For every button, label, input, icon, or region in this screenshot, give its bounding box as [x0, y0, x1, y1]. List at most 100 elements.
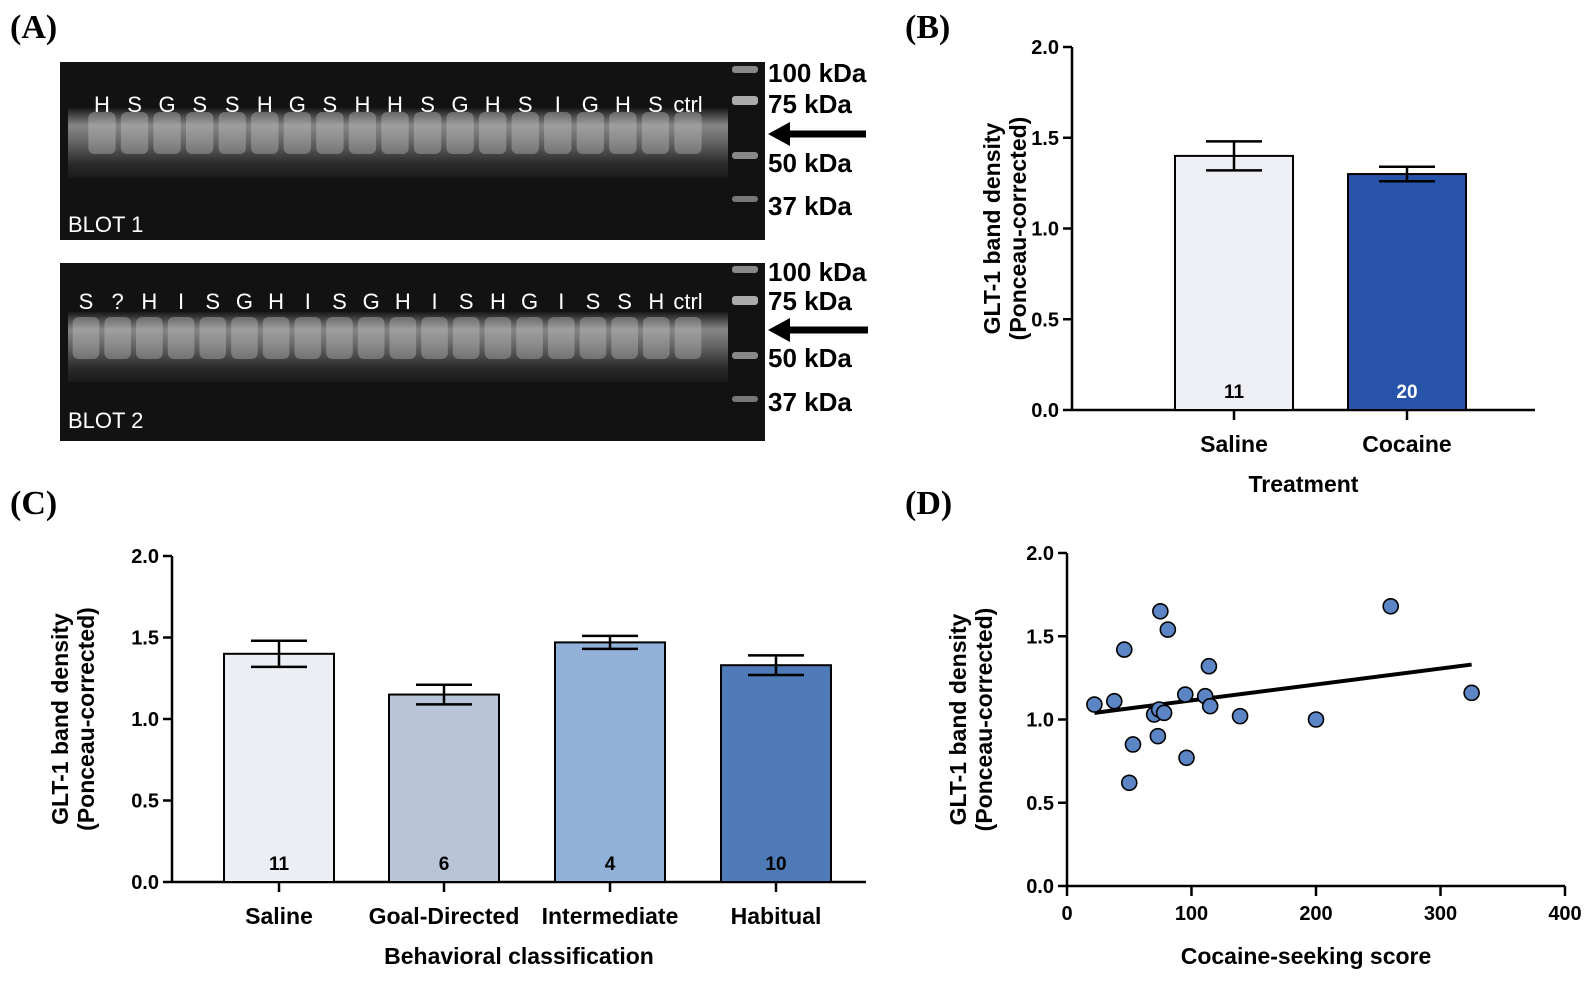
blot-1-lane-label: I — [555, 92, 561, 117]
blot-1-lane-band — [283, 112, 312, 154]
blot-1-lane-label: H — [485, 92, 501, 117]
blot-2-lane-label: ctrl — [673, 289, 702, 314]
x-tick-label: 100 — [1175, 903, 1208, 925]
blot-2-lane-band — [199, 317, 227, 359]
scatter-point — [1200, 657, 1218, 675]
blot-1-lane-band — [413, 112, 442, 154]
x-category-label: Intermediate — [542, 903, 679, 929]
blot-2-lane-band — [484, 317, 512, 359]
panel-label-b: (B) — [905, 9, 950, 46]
blot-2-lane-band — [72, 317, 100, 359]
scatter-point — [1463, 684, 1480, 702]
blot-1-lane-label: S — [127, 92, 142, 117]
panel-label-d: (D) — [905, 485, 952, 522]
blot-1-lane-label: G — [159, 92, 176, 117]
blot-1-lane-band — [251, 112, 279, 154]
blot-1-lane-band — [218, 112, 246, 154]
blot-1-lane-band — [544, 112, 572, 154]
blot-2-ladder — [732, 266, 758, 402]
blot-2-lane-band — [326, 317, 353, 359]
blot-1-lane-band — [348, 112, 377, 154]
y-axis-subtitle: (Ponceau-corrected) — [73, 607, 99, 831]
blot-1-lane-band — [381, 112, 409, 154]
blot-2-lane-band — [421, 317, 448, 359]
blot-2-lane-label: I — [305, 289, 311, 314]
scatter-point — [1201, 697, 1219, 715]
scatter-point — [1106, 692, 1123, 710]
blot-2-lane-label: S — [205, 289, 220, 314]
blot-1-lane-band — [120, 112, 149, 154]
x-category-label: Cocaine — [1362, 431, 1451, 457]
regression-line — [1094, 662, 1472, 715]
blot-2-lane-band — [611, 317, 638, 359]
scatter-point — [1382, 597, 1399, 615]
bar-goal-directed — [388, 693, 500, 883]
blot-2-lane-label: ? — [112, 289, 124, 314]
blot-1-lane-label: S — [192, 92, 207, 117]
blot-2-lane-label: I — [178, 289, 184, 314]
bar-habitual — [720, 664, 832, 884]
blot-2-lane-label: S — [617, 289, 632, 314]
blot-1-lane-label: H — [615, 92, 631, 117]
blot-2-lane-band — [547, 317, 575, 359]
blot-1-name: BLOT 1 — [68, 212, 143, 237]
blot-1-lane-label: S — [648, 92, 663, 117]
bar-n-label: 10 — [765, 854, 786, 875]
blot-1-lane-label: G — [452, 92, 469, 117]
x-tick-label: 300 — [1424, 903, 1457, 925]
blot-1-lane-band — [446, 112, 474, 154]
y-tick-label: 2.0 — [1031, 37, 1059, 59]
y-tick-label: 1.5 — [1031, 128, 1059, 150]
scatter-point — [1086, 696, 1103, 713]
blot-2-lane-label: S — [79, 289, 94, 314]
chart-c: 0.0 0.5 1.0 1.5 2.0 11 Saline 6 Goal-Directed 4 In… — [47, 546, 866, 969]
panel-label-c: (C) — [10, 485, 57, 522]
blot-2-lane-label: H — [395, 289, 411, 314]
x-axis-title: Behavioral classification — [384, 943, 654, 969]
scatter-point — [1120, 774, 1138, 792]
blot-1-lane-label: H — [354, 92, 370, 117]
scatter-point — [1159, 621, 1177, 638]
scatter-point — [1178, 749, 1195, 767]
blot-2-lane-label: H — [490, 289, 506, 314]
blot-1-lane-label: S — [323, 92, 338, 117]
x-category-label: Habitual — [731, 903, 822, 929]
blot-1-marker-37: 37 kDa — [768, 191, 852, 221]
blot-2-lane-band — [674, 317, 702, 359]
x-axis-title: Treatment — [1249, 471, 1359, 497]
y-tick-label: 2.0 — [131, 546, 159, 568]
blot-1-ladder — [732, 66, 758, 202]
blot-2-marker-37: 37 kDa — [768, 387, 852, 417]
x-tick-label: 0 — [1061, 903, 1072, 925]
y-axis-title: GLT-1 band density — [979, 122, 1005, 334]
blot-1-lane-label: ctrl — [673, 92, 702, 117]
blot-2-lane-label: S — [332, 289, 347, 314]
panel-label-a: (A) — [10, 9, 57, 46]
blot-1-arrow-icon — [768, 122, 866, 146]
x-tick-label: 400 — [1548, 903, 1581, 925]
blot-2-lane-band — [167, 317, 195, 359]
chart-b: 0.0 0.5 1.0 1.5 2.0 11 Saline 20 CocaineTreatmen… — [979, 37, 1535, 497]
y-tick-label: 1.5 — [1026, 626, 1054, 648]
chart-d: 0.0 0.5 1.0 1.5 2.0 0 100 200 300 400 Cocaine-seek… — [945, 543, 1582, 969]
x-axis-title: Cocaine-seeking score — [1181, 943, 1432, 969]
blot-2-lane-label: G — [363, 289, 380, 314]
blot-1-lane-label: S — [420, 92, 435, 117]
blot-1-lane-label: S — [225, 92, 240, 117]
scatter-point — [1124, 736, 1142, 753]
blot-1-lane-band — [153, 112, 181, 154]
blot-1-marker-50: 50 kDa — [768, 148, 852, 178]
y-axis-title: GLT-1 band density — [47, 613, 73, 825]
scatter-point — [1149, 727, 1167, 745]
y-axis-subtitle: (Ponceau-corrected) — [1005, 117, 1031, 341]
blot-2-lane-band — [516, 317, 543, 359]
blot-2-lane-label: S — [586, 289, 601, 314]
blot-1-lane-band — [609, 112, 637, 154]
blot-2-band-smear — [68, 312, 728, 382]
bar-n-label: 11 — [269, 854, 290, 875]
blot-1-lane-label: G — [289, 92, 306, 117]
blot-2-lane-band — [452, 317, 480, 359]
